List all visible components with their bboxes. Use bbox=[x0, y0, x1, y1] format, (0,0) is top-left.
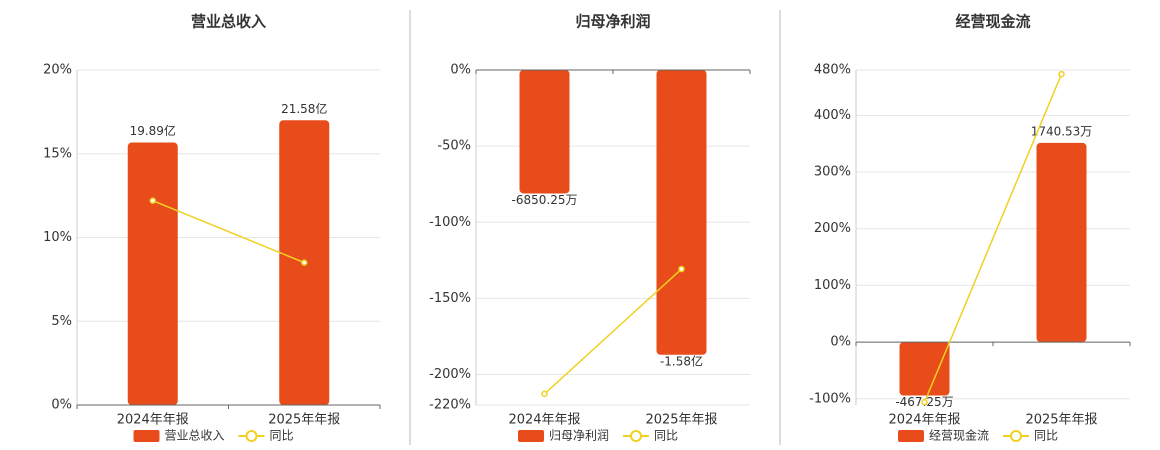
legend-marker bbox=[630, 430, 642, 442]
x-tick-label: 2025年年报 bbox=[645, 413, 717, 428]
legend-marker bbox=[245, 430, 258, 442]
panel-title: 经营现金流 bbox=[955, 13, 1030, 31]
legend-swatch bbox=[898, 430, 924, 442]
legend-label: 同比 bbox=[654, 429, 678, 443]
legend-label: 归母净利润 bbox=[549, 429, 609, 443]
bar bbox=[656, 70, 707, 355]
line bbox=[923, 73, 1063, 403]
x-tick-label: 2024年年报 bbox=[117, 413, 189, 428]
legend-swatch bbox=[518, 430, 544, 442]
bar bbox=[899, 342, 950, 396]
y-tick-label: 5% bbox=[51, 314, 72, 329]
legend-swatch bbox=[133, 430, 160, 442]
bar bbox=[127, 142, 178, 406]
line bbox=[543, 268, 683, 395]
y-tick-label: 15% bbox=[43, 146, 72, 161]
line-point bbox=[921, 398, 928, 406]
value-label: -1.58亿 bbox=[660, 353, 703, 368]
line-point bbox=[301, 259, 308, 266]
y-tick-label: -100% bbox=[809, 391, 851, 406]
y-tick-label: 10% bbox=[43, 230, 72, 245]
y-tick-label: 0% bbox=[51, 398, 72, 413]
y-tick-label: 0% bbox=[830, 335, 851, 350]
line-point bbox=[678, 265, 685, 273]
legend-label: 营业总收入 bbox=[165, 429, 225, 443]
value-label: 21.58亿 bbox=[281, 101, 327, 116]
legend-label: 经营现金流 bbox=[929, 428, 989, 443]
x-tick-label: 2025年年报 bbox=[1025, 413, 1097, 428]
line-point bbox=[149, 197, 156, 204]
panel-title: 营业总收入 bbox=[191, 13, 266, 31]
line bbox=[152, 199, 305, 264]
y-tick-label: -200% bbox=[429, 367, 471, 382]
y-tick-label: 20% bbox=[43, 63, 72, 78]
line-point bbox=[541, 390, 548, 398]
y-tick-label: 100% bbox=[814, 278, 851, 293]
y-tick-label: 480% bbox=[814, 63, 851, 78]
bar bbox=[519, 70, 570, 194]
legend-marker bbox=[1010, 430, 1022, 442]
x-tick-label: 2024年年报 bbox=[888, 413, 960, 428]
y-tick-label: -220% bbox=[429, 398, 471, 413]
line-point bbox=[1058, 70, 1065, 78]
y-tick-label: -50% bbox=[437, 139, 471, 154]
bar bbox=[1036, 142, 1087, 343]
legend-label: 同比 bbox=[270, 429, 294, 443]
x-tick-label: 2025年年报 bbox=[268, 413, 340, 428]
y-tick-label: 200% bbox=[814, 221, 851, 236]
value-label: 1740.53万 bbox=[1031, 124, 1093, 138]
panel-title: 归母净利润 bbox=[575, 13, 650, 31]
x-tick-label: 2024年年报 bbox=[508, 413, 580, 428]
y-tick-label: -100% bbox=[429, 215, 471, 230]
value-label: -6850.25万 bbox=[512, 193, 578, 207]
legend-label: 同比 bbox=[1034, 429, 1058, 443]
value-label: 19.89亿 bbox=[130, 123, 176, 138]
y-tick-label: 300% bbox=[814, 165, 851, 180]
y-tick-label: 400% bbox=[814, 108, 851, 123]
y-tick-label: -150% bbox=[429, 291, 471, 306]
y-tick-label: 0% bbox=[450, 63, 471, 78]
